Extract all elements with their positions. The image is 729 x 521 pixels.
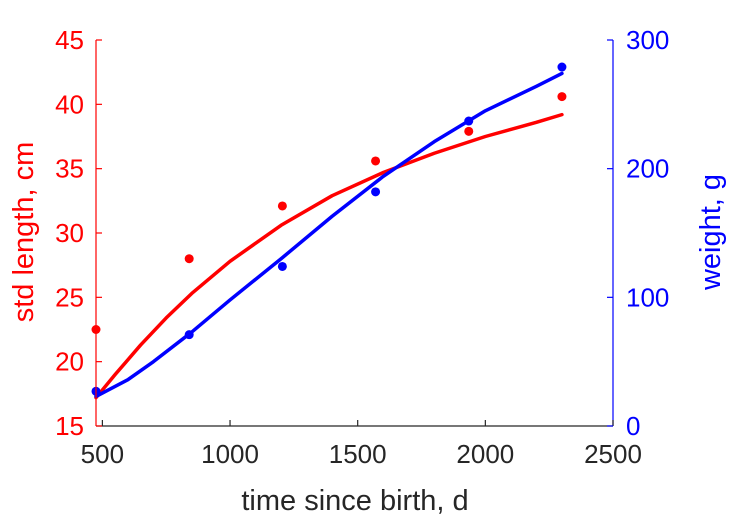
weight-data-point bbox=[557, 62, 567, 72]
left-y-tick-label: 15 bbox=[55, 411, 84, 441]
length-data-point bbox=[464, 126, 474, 136]
weight-data-point bbox=[184, 330, 194, 340]
left-y-tick-label: 20 bbox=[55, 347, 84, 377]
right-y-tick-label: 100 bbox=[626, 282, 669, 312]
x-tick-label: 2000 bbox=[456, 439, 514, 469]
right-y-tick-label: 0 bbox=[626, 411, 640, 441]
left-y-tick-label: 25 bbox=[55, 282, 84, 312]
x-axis-title: time since birth, d bbox=[241, 485, 468, 517]
left-y-tick-label: 45 bbox=[55, 25, 84, 55]
axes-group: 500 1000 1500 2000 2500 15 20 25 30 35 40 45 0 100 200… bbox=[55, 25, 669, 469]
left-y-tick-label: 40 bbox=[55, 89, 84, 119]
left-y-axis-title: std length, cm bbox=[8, 142, 40, 323]
x-tick-label: 1000 bbox=[201, 439, 259, 469]
weight-data-point bbox=[371, 187, 381, 197]
left-y-tick-label: 35 bbox=[55, 154, 84, 184]
fit-lines-group bbox=[94, 71, 564, 400]
weight-fit-line bbox=[94, 71, 564, 399]
length-data-point bbox=[277, 201, 287, 211]
weight-data-point bbox=[277, 261, 287, 271]
length-data-point bbox=[184, 254, 194, 264]
x-tick-label: 2500 bbox=[584, 439, 642, 469]
x-tick-label: 500 bbox=[81, 439, 124, 469]
length-data-point bbox=[557, 92, 567, 102]
right-y-tick-label: 300 bbox=[626, 25, 669, 55]
weight-data-point bbox=[464, 116, 474, 126]
left-y-tick-label: 30 bbox=[55, 218, 84, 248]
right-y-axis-title: weight, g bbox=[695, 174, 727, 291]
right-y-tick-label: 200 bbox=[626, 154, 669, 184]
x-tick-label: 1500 bbox=[329, 439, 387, 469]
data-points-group bbox=[91, 62, 567, 396]
length-fit-line bbox=[94, 112, 564, 400]
length-data-point bbox=[371, 156, 381, 166]
